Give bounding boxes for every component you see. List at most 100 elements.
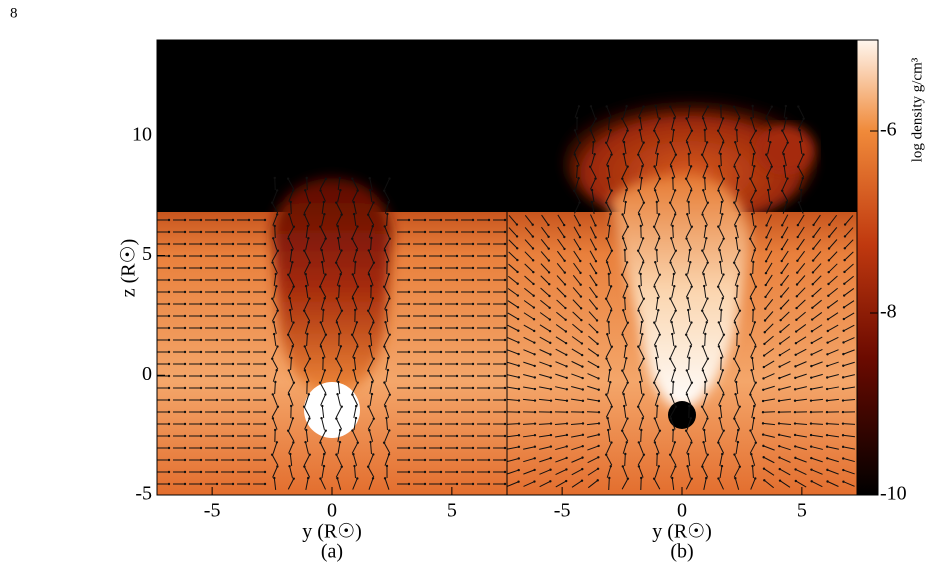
arrow-head: [702, 272, 705, 276]
arrow-head: [637, 213, 641, 216]
arrow-head: [423, 338, 427, 342]
arrow-head: [841, 410, 845, 414]
arrow-head: [642, 357, 645, 360]
arrow: [843, 312, 855, 320]
arrow-head: [423, 230, 427, 234]
arrow-head: [690, 189, 693, 192]
arrow-head: [621, 333, 624, 336]
arrow: [844, 275, 854, 285]
arrow: [827, 446, 839, 450]
arrow-head: [795, 306, 798, 310]
arrow-head: [764, 271, 768, 275]
arrow: [273, 333, 277, 347]
arrow-head: [407, 242, 411, 246]
arrow: [780, 323, 790, 333]
arrow: [717, 286, 725, 298]
arrow: [779, 445, 791, 451]
arrow-head: [335, 201, 338, 204]
arrow-head: [547, 235, 550, 239]
arrow-head: [368, 188, 372, 192]
arrow-head: [549, 422, 553, 425]
arrow-head: [622, 392, 625, 396]
arrow-head: [183, 482, 187, 486]
arrow: [638, 286, 644, 298]
arrow-head: [642, 393, 645, 396]
arrow: [305, 238, 309, 250]
arrow-head: [642, 261, 645, 264]
arrow-head: [516, 317, 520, 321]
arrow: [304, 322, 310, 334]
arrow-head: [749, 273, 753, 276]
arrow-head: [385, 464, 389, 468]
arrow-head: [423, 290, 427, 294]
arrow-head: [689, 345, 692, 348]
arrow: [750, 454, 756, 466]
arrow: [670, 238, 676, 250]
arrow-head: [247, 266, 251, 270]
arrow: [639, 381, 643, 395]
arrow-head: [706, 417, 709, 420]
arrow: [795, 361, 807, 367]
arrow-head: [658, 237, 661, 240]
arrow-head: [351, 177, 354, 180]
arrow-head: [319, 477, 322, 480]
arrow: [623, 201, 627, 215]
arrow-head: [638, 128, 642, 132]
arrow: [797, 250, 805, 262]
arrow: [383, 190, 391, 202]
arrow-head: [579, 283, 582, 286]
arrow: [779, 348, 791, 356]
arrow: [621, 118, 629, 130]
arrow: [842, 398, 856, 402]
arrow-head: [762, 388, 765, 391]
arrow: [369, 346, 373, 358]
arrow-head: [303, 345, 306, 348]
arrow-head: [656, 452, 659, 456]
arrow: [621, 274, 629, 286]
arrow-head: [794, 376, 797, 380]
arrow-head: [167, 266, 171, 270]
arrow: [271, 454, 279, 466]
arrow-head: [286, 177, 290, 180]
arrow: [383, 238, 391, 250]
arrow: [763, 479, 775, 489]
x-tick-label: 0: [677, 500, 687, 522]
arrow: [587, 348, 599, 356]
arrow-head: [564, 341, 568, 345]
arrow: [782, 178, 788, 190]
arrow-head: [271, 261, 274, 264]
arrow-head: [706, 165, 709, 168]
arrow: [370, 237, 372, 251]
arrow-head: [761, 399, 765, 403]
arrow: [751, 406, 755, 418]
arrow-head: [274, 380, 277, 384]
arrow-head: [809, 422, 813, 425]
arrow: [639, 117, 643, 131]
arrow-head: [688, 248, 692, 252]
arrow-head: [263, 422, 267, 426]
arrow-head: [439, 302, 443, 306]
arrow: [622, 214, 628, 226]
arrow-head: [674, 405, 678, 408]
arrow-head: [231, 398, 235, 402]
arrow-head: [372, 261, 376, 264]
arrow: [811, 324, 823, 332]
arrow: [749, 190, 757, 202]
arrow: [621, 226, 629, 238]
arrow-head: [549, 364, 552, 368]
arrow-head: [340, 249, 343, 252]
arrow-head: [339, 273, 342, 276]
arrow-head: [706, 201, 710, 204]
arrow-head: [565, 468, 568, 471]
arrow: [763, 456, 775, 464]
arrow-head: [795, 295, 799, 298]
arrow-head: [669, 297, 672, 300]
arrow-head: [407, 410, 411, 414]
arrow-head: [351, 393, 354, 396]
arrow-head: [655, 200, 659, 204]
arrow-head: [777, 422, 781, 425]
arrow-head: [685, 141, 689, 144]
arrow-head: [641, 332, 644, 336]
arrow: [335, 358, 343, 370]
arrow-head: [319, 189, 322, 192]
